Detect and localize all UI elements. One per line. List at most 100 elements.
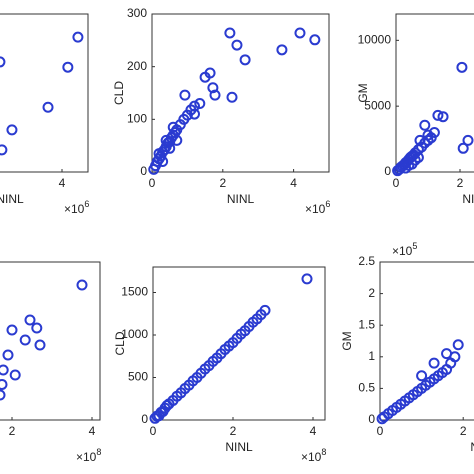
- x-tick-label: 2: [460, 424, 467, 438]
- data-point: [161, 400, 173, 412]
- data-point: [171, 134, 183, 146]
- y-tick-label: 500: [128, 370, 148, 384]
- y-tick-label: 10000: [358, 33, 392, 47]
- data-point: [301, 273, 313, 285]
- axis-multiplier: ×105: [392, 241, 417, 258]
- multiplier-base: ×10: [305, 202, 326, 216]
- x-tick-label: 2: [457, 176, 464, 190]
- axes-box: [151, 13, 330, 173]
- data-point: [207, 82, 219, 94]
- y-axis-label: GM: [356, 83, 370, 102]
- multiplier-base: ×10: [392, 244, 413, 258]
- data-point: [239, 54, 251, 66]
- data-point: [456, 61, 468, 73]
- multiplier-base: ×10: [76, 450, 97, 464]
- multiplier-exponent: 6: [325, 199, 330, 209]
- x-tick-label: 2: [230, 424, 237, 438]
- x-tick-label: 0: [149, 176, 156, 190]
- data-point: [42, 101, 54, 113]
- data-point: [294, 27, 306, 39]
- data-point: [0, 389, 6, 401]
- data-point: [199, 71, 211, 83]
- multiplier-exponent: 6: [84, 199, 89, 209]
- axis-multiplier: ×106: [64, 199, 89, 216]
- x-tick-label: 2: [9, 424, 16, 438]
- data-point: [24, 314, 36, 326]
- y-tick-label: 100: [127, 112, 147, 126]
- data-point: [457, 142, 469, 154]
- x-axis-label: NINL: [227, 192, 255, 206]
- data-point: [188, 100, 200, 112]
- data-point: [309, 34, 321, 46]
- y-tick-label: 1000: [121, 327, 148, 341]
- data-point: [209, 89, 221, 101]
- data-point: [0, 144, 8, 156]
- data-point: [441, 348, 453, 360]
- axes-box: [0, 13, 89, 173]
- y-tick-label: 200: [127, 59, 147, 73]
- data-point: [412, 152, 424, 164]
- x-tick-label: 2: [219, 176, 226, 190]
- data-point: [226, 91, 238, 103]
- x-tick-label: 4: [89, 424, 96, 438]
- data-point: [6, 124, 18, 136]
- x-tick-label: 0: [393, 176, 400, 190]
- data-point: [153, 148, 165, 160]
- data-point: [72, 31, 84, 43]
- data-point: [428, 357, 440, 369]
- data-point: [425, 132, 437, 144]
- y-tick-label: 1.5: [358, 317, 375, 331]
- data-point: [231, 39, 243, 51]
- data-point: [432, 109, 444, 121]
- axes-box: [152, 266, 326, 421]
- data-point: [437, 111, 449, 123]
- axis-multiplier: ×106: [305, 199, 330, 216]
- x-axis-label: NINL: [470, 440, 474, 454]
- data-point: [0, 56, 6, 68]
- x-tick-label: 0: [377, 424, 384, 438]
- data-point: [0, 378, 8, 390]
- data-point: [19, 334, 31, 346]
- y-tick-label: 0.5: [358, 381, 375, 395]
- y-axis-label: CLD: [113, 331, 127, 355]
- data-point: [6, 324, 18, 336]
- y-tick-label: 0: [384, 164, 391, 178]
- multiplier-exponent: 8: [321, 447, 326, 457]
- x-tick-label: 4: [59, 176, 66, 190]
- x-tick-label: 4: [290, 176, 297, 190]
- data-point: [462, 134, 474, 146]
- data-point: [9, 369, 21, 381]
- x-axis-label: NINL: [462, 192, 474, 206]
- data-point: [419, 119, 431, 131]
- data-point: [34, 339, 46, 351]
- x-tick-label: 4: [310, 424, 317, 438]
- data-point: [76, 279, 88, 291]
- y-tick-label: 2: [368, 286, 375, 300]
- data-point: [160, 134, 172, 146]
- multiplier-base: ×10: [64, 202, 85, 216]
- axis-multiplier: ×108: [76, 447, 101, 464]
- multiplier-exponent: 8: [96, 447, 101, 457]
- data-point: [259, 304, 271, 316]
- axes-box: [379, 261, 474, 421]
- y-tick-label: 300: [127, 6, 147, 20]
- data-point: [167, 121, 179, 133]
- y-tick-label: 1: [368, 349, 375, 363]
- data-point: [416, 370, 428, 382]
- data-point: [276, 44, 288, 56]
- data-point: [224, 27, 236, 39]
- y-tick-label: 0: [140, 164, 147, 178]
- data-point: [0, 364, 9, 376]
- data-point: [62, 61, 74, 73]
- data-point: [2, 349, 14, 361]
- data-point: [403, 159, 415, 171]
- y-tick-label: 1500: [121, 285, 148, 299]
- axes-box: [395, 13, 474, 173]
- y-tick-label: 2.5: [358, 254, 375, 268]
- x-tick-label: 0: [150, 424, 157, 438]
- y-axis-label: GM: [340, 331, 354, 350]
- data-point: [31, 322, 43, 334]
- x-axis-label: NINL: [0, 192, 24, 206]
- x-axis-label: NINL: [225, 440, 253, 454]
